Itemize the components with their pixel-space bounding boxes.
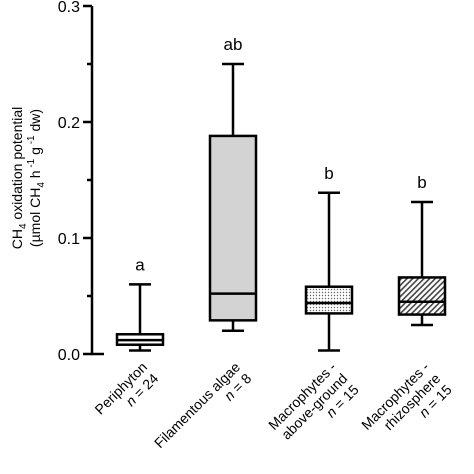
- box-3: b: [304, 164, 354, 352]
- boxes-layer: a ab b b: [115, 35, 447, 352]
- y-tick-label: 0.1: [58, 231, 80, 248]
- category-label: Filamentous algaen = 8: [151, 359, 255, 463]
- significance-label: a: [135, 255, 145, 274]
- box-iqr: [397, 276, 447, 316]
- category-label: Macrophytes -rhizospheren = 15: [358, 359, 455, 456]
- y-tick-label: 0.2: [58, 115, 80, 132]
- significance-label: ab: [224, 35, 243, 54]
- box-iqr: [208, 134, 258, 322]
- significance-label: b: [417, 173, 426, 192]
- category-label: Macrophytes -above-groundn = 15: [265, 359, 362, 456]
- significance-label: b: [324, 164, 333, 183]
- box-4: b: [397, 173, 447, 327]
- box-1: a: [115, 255, 165, 352]
- y-tick-label: 0.3: [58, 0, 80, 16]
- y-axis: 0.0 0.1 0.2 0.3: [58, 0, 104, 364]
- category-label-line: Filamentous algae: [151, 359, 243, 451]
- category-label: Periphytonn = 24: [91, 359, 161, 429]
- y-axis-title-line1: CH4 oxidation potential: [9, 107, 29, 250]
- y-tick-label: 0.0: [58, 347, 80, 364]
- y-axis-title-line2: (µmol CH4 h -1 g -1 dw): [26, 109, 47, 247]
- box-2: ab: [208, 35, 258, 333]
- box-iqr: [304, 285, 354, 315]
